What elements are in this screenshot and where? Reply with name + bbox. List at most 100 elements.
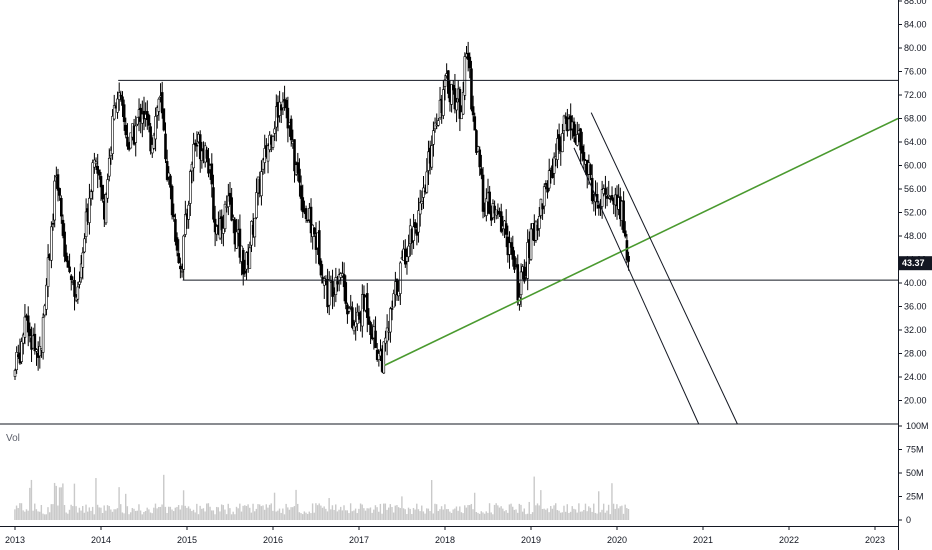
- drawing-layer[interactable]: [118, 79, 899, 425]
- volume-bar: [435, 504, 438, 520]
- candle-body: [499, 211, 503, 232]
- volume-bar: [293, 506, 296, 520]
- volume-bar: [414, 509, 416, 520]
- candle-body: [547, 170, 551, 189]
- green-trendline[interactable]: [384, 117, 899, 366]
- candle-body: [516, 264, 520, 301]
- volume-bar: [363, 508, 365, 520]
- channel-line-2[interactable]: [573, 147, 700, 425]
- candle-body: [582, 152, 586, 161]
- volume-bar: [220, 504, 223, 520]
- volume-bar: [460, 512, 463, 520]
- volume-bar: [166, 513, 168, 520]
- candle-body: [422, 187, 425, 198]
- price-tick-label: 60.00: [904, 161, 927, 171]
- candle-body: [220, 216, 224, 231]
- candle-body: [392, 293, 396, 308]
- volume-bar: [429, 511, 431, 520]
- candle-body: [284, 100, 288, 109]
- volume-bar: [290, 507, 292, 520]
- volume-bar: [42, 513, 44, 520]
- volume-tick-label: 25M: [906, 492, 924, 502]
- candle-body: [485, 198, 488, 216]
- volume-bar: [148, 509, 150, 520]
- volume-bar: [202, 508, 205, 520]
- candle-body: [296, 162, 300, 174]
- volume-bar: [516, 512, 519, 520]
- volume-bar: [80, 510, 82, 520]
- candle-body: [509, 242, 513, 248]
- candle-body: [534, 221, 538, 241]
- volume-bar: [371, 512, 373, 520]
- candle-body: [481, 174, 485, 212]
- volume-bar: [369, 507, 372, 520]
- volume-bar: [374, 505, 377, 520]
- volume-bar: [430, 480, 433, 520]
- candle-body: [542, 186, 546, 207]
- volume-bar: [559, 512, 562, 520]
- candle-body: [235, 231, 238, 249]
- volume-bar: [399, 508, 401, 520]
- channel-line-1[interactable]: [590, 112, 738, 425]
- volume-bar: [387, 507, 390, 520]
- candle-body: [73, 280, 76, 297]
- volume-bar: [275, 511, 277, 520]
- time-axis[interactable]: 2013 2014 2015 2016 2017 2018 2019 2020 2021 2022…: [0, 526, 898, 545]
- volume-bar: [316, 505, 319, 520]
- volume-bar: [207, 503, 210, 520]
- volume-bar: [556, 510, 559, 520]
- volume-bar: [488, 503, 491, 520]
- time-tick-label: 2013: [5, 535, 25, 545]
- candle-body: [205, 149, 209, 159]
- volume-bar: [583, 509, 585, 520]
- candle-body: [169, 175, 172, 188]
- candle-body: [610, 195, 614, 200]
- volume-bar: [612, 503, 615, 520]
- volume-bar: [538, 505, 540, 520]
- volume-bar: [348, 513, 350, 520]
- volume-bar: [512, 506, 514, 520]
- volume-bar: [432, 513, 435, 520]
- candle-body: [112, 105, 116, 120]
- volume-bar: [351, 511, 353, 520]
- candle-body: [344, 282, 348, 304]
- volume-pane[interactable]: [14, 474, 630, 520]
- volume-bar: [298, 512, 301, 520]
- volume-bar: [606, 510, 608, 520]
- candle-body: [513, 256, 516, 270]
- candle-body: [51, 223, 55, 225]
- volume-bar: [478, 513, 481, 520]
- volume-bar: [158, 506, 160, 520]
- volume-bar: [184, 505, 186, 520]
- candle-body: [46, 257, 50, 287]
- volume-bar: [569, 511, 572, 520]
- candle-body: [430, 145, 434, 168]
- volume-bar: [186, 507, 188, 520]
- price-axis[interactable]: 20.0024.0028.0032.0036.0040.0044.0048.00…: [898, 0, 932, 550]
- volume-bar: [573, 508, 575, 520]
- candle-body: [165, 161, 169, 180]
- time-tick-label: 2014: [91, 535, 111, 545]
- volume-bar: [464, 505, 466, 520]
- volume-bar: [373, 509, 375, 520]
- candle-body: [412, 226, 415, 241]
- candle-body: [98, 169, 101, 176]
- volume-bar: [234, 514, 236, 520]
- volume-bar: [589, 507, 592, 520]
- volume-bar: [341, 510, 344, 520]
- volume-bar: [330, 509, 332, 520]
- volume-bar: [564, 511, 567, 520]
- volume-bar: [164, 506, 167, 520]
- volume-bar: [421, 505, 423, 520]
- candle-body: [450, 84, 453, 105]
- volume-bar: [181, 505, 183, 520]
- last-price-tag: [899, 256, 932, 271]
- volume-bar: [278, 508, 281, 520]
- volume-bar: [277, 510, 279, 520]
- volume-bar: [133, 508, 135, 520]
- volume-tick-label: 100M: [906, 421, 929, 431]
- candle-body: [230, 197, 233, 221]
- volume-bar: [134, 510, 137, 520]
- candle-body: [172, 214, 176, 217]
